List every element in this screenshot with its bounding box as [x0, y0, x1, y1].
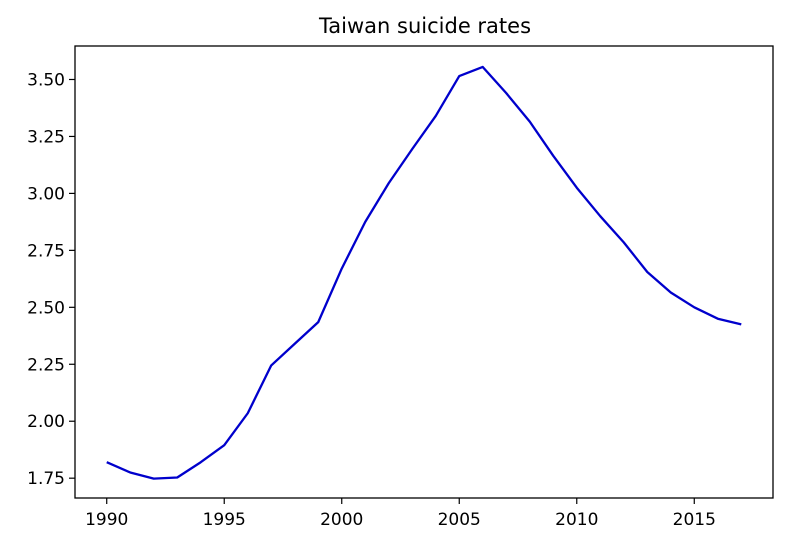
y-tick-label: 1.75: [27, 469, 65, 489]
series-line: [106, 65, 742, 480]
x-tick-label: 1995: [203, 510, 246, 530]
plot-frame: [74, 45, 774, 499]
y-tick-label: 2.25: [27, 355, 65, 375]
x-tick-label: 2005: [438, 510, 481, 530]
x-tick-label: 2010: [555, 510, 598, 530]
x-axis: 1990 1995 2000 2005 2010 2015: [85, 498, 716, 530]
x-tick-label: 2015: [673, 510, 716, 530]
y-tick-label: 3.00: [27, 184, 65, 204]
chart-title: Taiwan suicide rates: [318, 14, 531, 38]
x-tick-label: 2000: [320, 510, 363, 530]
y-tick-label: 2.00: [27, 412, 65, 432]
y-tick-label: 3.50: [27, 70, 65, 90]
series-layer: [106, 65, 742, 480]
x-tick-label: 1990: [85, 510, 128, 530]
y-tick-label: 2.75: [27, 241, 65, 261]
y-tick-label: 3.25: [27, 127, 65, 147]
y-tick-label: 2.50: [27, 298, 65, 318]
y-axis: 1.75 2.00 2.25 2.50 2.75 3.00 3.25 3.50: [27, 70, 75, 489]
